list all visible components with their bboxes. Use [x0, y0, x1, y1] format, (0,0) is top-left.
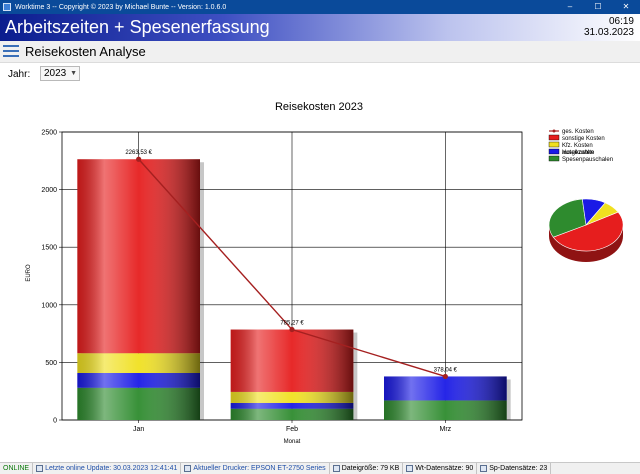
y-tick-label: 1000: [41, 302, 57, 309]
maximize-button[interactable]: ☐: [594, 2, 602, 11]
sync-icon: [36, 465, 44, 472]
bar-shading: [384, 400, 507, 420]
cost-chart: Reisekosten 2023 0 500 1000 1500 2000 2500 Jan…: [26, 101, 624, 445]
legend-label: ges. Kosten: [562, 129, 594, 135]
x-tick-label: Mrz: [439, 426, 451, 433]
pie-chart: [548, 198, 624, 262]
printer-icon: [184, 465, 192, 472]
minimize-button[interactable]: –: [567, 2, 573, 11]
bar-shading: [77, 353, 200, 373]
status-wt-records-text: Wt-Datensätze: 90: [415, 465, 474, 472]
y-tick-label: 0: [53, 418, 57, 425]
pie-slice: [552, 211, 624, 252]
legend-label: Hotelkosten: [562, 150, 594, 156]
year-select-value: 2023: [44, 68, 67, 79]
data-label: 785,27 €: [280, 321, 304, 327]
legend-label: Spesenpauschalen: [562, 157, 613, 163]
bar-shading: [230, 329, 354, 392]
status-sp-records: Sp-Datensätze: 23: [477, 463, 552, 474]
pie-slice: [548, 198, 587, 238]
status-sp-records-text: Sp-Datensätze: 23: [489, 465, 548, 472]
legend-swatch: [548, 141, 560, 148]
clock: 06:19 31.03.2023: [584, 16, 634, 38]
legend-label: sonstige Kosten: [562, 136, 605, 142]
y-tick-label: 2500: [41, 130, 57, 137]
bar-shading: [77, 159, 200, 354]
chart-title: Reisekosten 2023: [275, 101, 363, 113]
legend-swatch: [552, 129, 556, 133]
window-title: Worktime 3 -- Copyright © 2023 by Michae…: [15, 3, 227, 11]
legend-label: Kfz. Kosten: [562, 143, 593, 149]
data-label: 2263,53 €: [125, 150, 152, 156]
status-filesize: Dateigröße: 79 KB: [330, 463, 404, 474]
status-printer: Aktueller Drucker: EPSON ET-2750 Series: [181, 463, 330, 474]
bar-shading: [230, 391, 354, 403]
window-titlebar: Worktime 3 -- Copyright © 2023 by Michae…: [0, 0, 640, 14]
file-icon: [332, 465, 340, 472]
legend-swatch: [548, 155, 560, 162]
status-printer-text: Aktueller Drucker: EPSON ET-2750 Series: [193, 465, 326, 472]
y-tick-label: 1500: [41, 245, 57, 252]
app-banner: Arbeitszeiten + Spesenerfassung 06:19 31…: [0, 14, 640, 41]
data-label: 378,04 €: [434, 367, 458, 373]
database-icon: [480, 465, 488, 472]
legend-swatch: [548, 148, 560, 155]
legend-swatch: [548, 134, 560, 141]
plot-area: 0 500 1000 1500 2000 2500 Jan Feb Mrz 2263,53 € 78…: [41, 130, 523, 433]
status-filesize-text: Dateigröße: 79 KB: [341, 465, 400, 472]
total-cost-point: [136, 156, 142, 162]
bar-shading: [230, 408, 354, 420]
status-bar: ONLINE Letzte online Update: 30.03.2023 …: [0, 462, 640, 474]
pie-slice: [585, 202, 619, 226]
status-update-text: Letzte online Update: 30.03.2023 12:41:4…: [45, 465, 178, 472]
page-header: Reisekosten Analyse: [0, 41, 640, 63]
y-tick-label: 2000: [41, 187, 57, 194]
bar-shading: [384, 376, 507, 401]
year-select[interactable]: 2023 ▼: [40, 66, 80, 81]
clock-time: 06:19: [608, 16, 634, 27]
status-update: Letzte online Update: 30.03.2023 12:41:4…: [33, 463, 182, 474]
app-title: Arbeitszeiten + Spesenerfassung: [5, 17, 270, 37]
y-tick-label: 500: [45, 360, 57, 367]
chevron-down-icon: ▼: [70, 70, 77, 77]
x-axis-label: Monat: [284, 439, 301, 445]
close-button[interactable]: ✕: [622, 2, 630, 11]
status-online: ONLINE: [0, 463, 34, 474]
bar-shading: [77, 387, 200, 420]
clock-date: 31.03.2023: [583, 27, 634, 38]
bar-shading: [230, 402, 354, 409]
status-wt-records: Wt-Datensätze: 90: [403, 463, 478, 474]
page-title: Reisekosten Analyse: [25, 44, 146, 59]
pie-side: [549, 225, 623, 262]
x-tick-label: Feb: [286, 426, 298, 433]
bar-shading: [77, 372, 200, 388]
total-cost-point: [442, 373, 448, 380]
x-tick-label: Jan: [133, 426, 144, 433]
y-axis-label: EURO: [26, 264, 32, 282]
total-cost-point: [289, 326, 295, 333]
legend-label: ausgezahlte: [562, 150, 595, 156]
menu-icon[interactable]: [3, 45, 19, 59]
database-icon: [406, 465, 414, 472]
year-label: Jahr:: [8, 69, 31, 80]
app-icon: [3, 3, 11, 11]
